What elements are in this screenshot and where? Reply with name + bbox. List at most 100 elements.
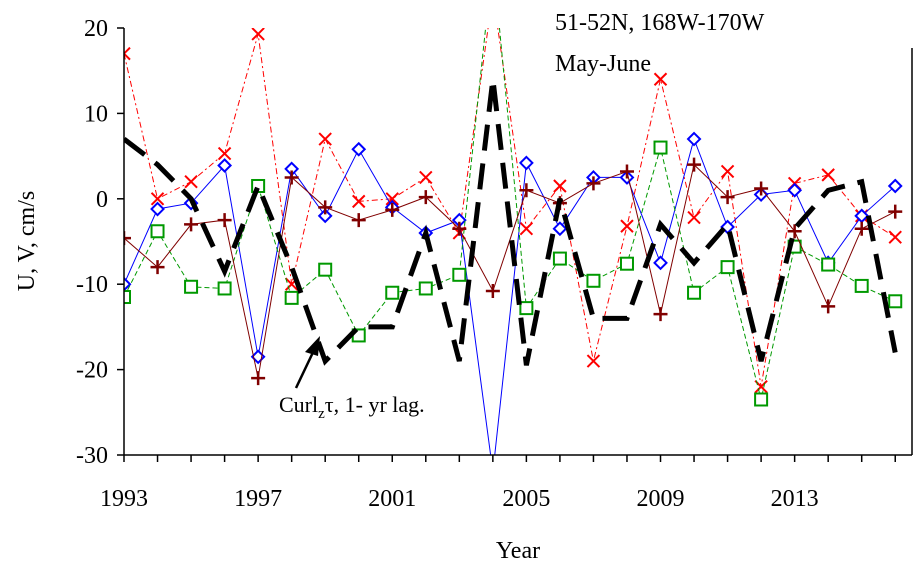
annotation-season: May-June <box>555 51 651 77</box>
data-point-plus-2014 <box>821 299 836 314</box>
data-point-square-2012 <box>754 392 769 407</box>
data-point-x-2009 <box>653 72 668 86</box>
data-point-x-2014 <box>821 168 835 182</box>
curl-annotation: Curlzτ, 1- yr lag. <box>279 392 425 422</box>
data-point-x-2007 <box>586 354 601 368</box>
data-point-plus-2001 <box>385 202 400 217</box>
data-point-plus-2015 <box>854 221 869 236</box>
curl-annotation-sub: z <box>318 406 325 422</box>
data-point-square-2003 <box>452 267 467 282</box>
labels-layer: 51-52N, 168W-170W May-June U, V, cm/s Ye… <box>14 10 765 564</box>
data-point-x-2008 <box>620 219 634 233</box>
data-point-diamond-1996 <box>217 158 233 173</box>
data-point-plus-2013 <box>787 224 802 239</box>
data-point-square-2006 <box>552 251 567 266</box>
y-tick-label--20: -20 <box>76 358 108 384</box>
data-point-x-2016 <box>888 230 902 244</box>
x-tick-label-1993: 1993 <box>100 486 148 512</box>
data-point-plus-2016 <box>888 204 903 219</box>
y-tick-label--30: -30 <box>76 443 108 469</box>
data-point-square-1999 <box>318 262 333 277</box>
data-point-plus-1995 <box>184 217 199 232</box>
data-point-x-2006 <box>553 179 567 193</box>
x-tick-label-2001: 2001 <box>368 486 416 512</box>
data-point-square-2011 <box>720 260 735 275</box>
data-point-x-2010 <box>687 210 701 225</box>
y-tick-label-20: 20 <box>84 16 108 42</box>
data-point-square-1994 <box>150 224 165 239</box>
data-point-diamond-2005 <box>518 155 534 171</box>
data-point-plus-2000 <box>351 213 366 228</box>
data-point-diamond-2010 <box>686 131 702 147</box>
series-line-diamond <box>124 137 896 455</box>
data-point-plus-1994 <box>150 260 165 275</box>
data-point-plus-2010 <box>687 157 702 172</box>
y-tick-label-0: 0 <box>96 187 108 213</box>
series-line-square <box>124 28 896 400</box>
data-point-square-2009 <box>653 140 668 155</box>
data-point-square-2002 <box>418 281 433 296</box>
data-point-square-2007 <box>586 273 601 288</box>
data-point-diamond-2006 <box>552 221 568 237</box>
data-point-plus-2004 <box>485 284 500 299</box>
data-point-plus-2011 <box>720 190 735 205</box>
data-point-plus-2007 <box>586 176 601 191</box>
data-point-diamond-2009 <box>653 255 668 271</box>
x-tick-label-2013: 2013 <box>771 486 819 512</box>
data-point-plus-1998 <box>284 170 299 185</box>
data-point-diamond-2000 <box>351 141 367 157</box>
data-point-x-1996 <box>217 146 232 161</box>
data-point-square-1996 <box>217 281 232 296</box>
data-point-diamond-1994 <box>150 201 165 217</box>
data-point-plus-2002 <box>418 190 433 205</box>
data-point-square-2014 <box>821 257 836 272</box>
data-point-plus-2003 <box>452 221 467 236</box>
data-point-x-2000 <box>352 194 366 209</box>
annotation-region: 51-52N, 168W-170W <box>555 10 765 36</box>
data-point-square-1995 <box>184 279 199 294</box>
x-tick-label-2005: 2005 <box>502 486 550 512</box>
data-point-x-2011 <box>720 164 735 179</box>
data-point-square-2005 <box>519 301 534 316</box>
data-point-plus-2012 <box>754 181 769 196</box>
x-tick-label-2009: 2009 <box>637 486 685 512</box>
data-point-plus-2005 <box>519 183 534 198</box>
curl-annotation-main: Curl <box>279 392 318 417</box>
data-point-x-1994 <box>150 192 165 206</box>
data-point-x-2005 <box>519 221 534 236</box>
data-point-square-1998 <box>284 290 299 305</box>
data-point-square-1993 <box>124 290 131 305</box>
data-point-diamond-2016 <box>887 178 903 194</box>
y-tick-label--10: -10 <box>76 272 108 298</box>
axes-layer: 20 10 0 -10 -20 -30 1993 1997 2001 2005 2009 2013 <box>76 16 913 512</box>
data-point-plus-1996 <box>217 213 232 228</box>
data-point-square-2015 <box>854 278 869 293</box>
data-point-square-2001 <box>385 285 400 300</box>
data-point-x-2001 <box>385 192 399 206</box>
data-point-diamond-2013 <box>787 182 803 198</box>
data-point-plus-1999 <box>318 200 333 215</box>
series-line-plus <box>124 163 896 379</box>
series-line-curl <box>124 78 898 366</box>
x-tick-label-1997: 1997 <box>234 486 282 512</box>
data-point-plus-2008 <box>619 164 634 179</box>
data-point-plus-2009 <box>653 307 668 322</box>
series-line-x <box>124 28 896 387</box>
curl-annotation-arrow <box>294 336 320 389</box>
data-point-plus-1997 <box>251 371 266 386</box>
data-point-diamond-1993 <box>124 276 132 292</box>
data-point-diamond-1999 <box>317 208 333 224</box>
y-tick-label-10: 10 <box>84 101 108 127</box>
data-point-x-1997 <box>251 28 265 41</box>
y-axis-label: U, V, cm/s <box>14 191 40 291</box>
curl-annotation-rest: τ, 1- yr lag. <box>325 392 425 417</box>
data-point-x-2002 <box>419 170 433 185</box>
data-point-square-2010 <box>687 285 702 300</box>
data-point-x-1999 <box>318 132 332 146</box>
data-point-square-2016 <box>888 294 903 309</box>
curl-arrow-head <box>305 336 320 356</box>
x-axis-label: Year <box>496 538 540 564</box>
data-point-x-1993 <box>124 46 131 61</box>
data-point-square-2008 <box>619 256 634 271</box>
